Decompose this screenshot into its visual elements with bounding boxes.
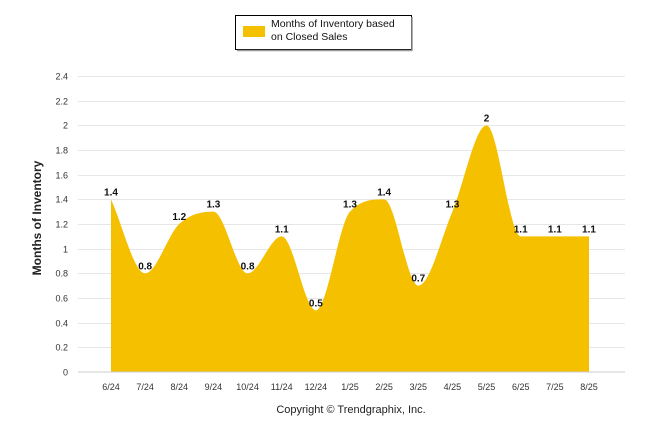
x-tick-label: 3/25 <box>410 382 428 392</box>
data-label: 1.1 <box>275 224 289 235</box>
y-tick-label: 2 <box>63 121 68 131</box>
data-label: 0.5 <box>309 298 323 309</box>
y-tick-label: 0.4 <box>55 319 68 329</box>
data-label: 1.2 <box>172 212 186 223</box>
copyright-text: Copyright © Trendgraphix, Inc. <box>276 404 425 416</box>
x-tick-label: 1/25 <box>341 382 359 392</box>
data-labels: 1.4 0.8 1.2 1.3 0.8 1.1 0.5 1.3 1.4 0.7 1.3 2 1.1 1.1… <box>104 113 596 309</box>
y-tick-label: 1.8 <box>55 146 68 156</box>
series-area <box>111 125 589 372</box>
y-tick-label: 2.2 <box>55 97 68 107</box>
legend-swatch <box>243 26 265 37</box>
area-fill <box>111 125 589 372</box>
y-tick-label: 1.2 <box>55 220 68 230</box>
data-label: 0.8 <box>138 261 152 272</box>
x-tick-label: 7/25 <box>546 382 564 392</box>
y-tick-label: 0.8 <box>55 269 68 279</box>
x-tick-label: 9/24 <box>205 382 223 392</box>
x-tick-label: 5/25 <box>478 382 496 392</box>
legend: Months of Inventory based on Closed Sale… <box>235 15 413 52</box>
x-tick-label: 2/25 <box>375 382 393 392</box>
data-label: 1.4 <box>377 187 391 198</box>
y-tick-label: 1.4 <box>55 195 68 205</box>
y-tick-label: 0.2 <box>55 343 68 353</box>
x-tick-label: 10/24 <box>236 382 259 392</box>
x-tick-label: 6/24 <box>102 382 120 392</box>
data-label: 1.3 <box>343 200 357 211</box>
data-label: 2 <box>484 113 490 124</box>
legend-label-line2: on Closed Sales <box>271 31 347 43</box>
legend-label-line1: Months of Inventory based <box>271 18 395 30</box>
data-label: 1.1 <box>514 224 528 235</box>
x-tick-label: 6/25 <box>512 382 530 392</box>
data-label: 1.3 <box>445 200 459 211</box>
x-tick-label: 4/25 <box>444 382 462 392</box>
y-tick-label: 1 <box>63 245 68 255</box>
data-label: 0.8 <box>241 261 255 272</box>
data-label: 0.7 <box>411 274 425 285</box>
x-tick-label: 11/24 <box>271 382 293 392</box>
data-label: 1.4 <box>104 187 118 198</box>
x-tick-label: 8/24 <box>171 382 189 392</box>
y-axis-label: Months of Inventory <box>30 160 44 275</box>
x-tick-label: 12/24 <box>305 382 328 392</box>
y-tick-label: 2.4 <box>55 72 68 82</box>
data-label: 1.1 <box>548 224 562 235</box>
data-label: 1.1 <box>582 224 596 235</box>
y-axis-ticks: 0 0.2 0.4 0.6 0.8 1 1.2 1.4 1.6 1.8 2 2.2 2.4 <box>55 72 68 378</box>
x-axis-ticks: 6/24 7/24 8/24 9/24 10/24 11/24 12/24 1/25 2/25 3… <box>102 382 598 392</box>
x-tick-label: 8/25 <box>580 382 598 392</box>
y-tick-label: 1.6 <box>55 171 68 181</box>
data-label: 1.3 <box>206 200 220 211</box>
y-tick-label: 0.6 <box>55 294 68 304</box>
y-tick-label: 0 <box>63 368 68 378</box>
x-tick-label: 7/24 <box>136 382 154 392</box>
